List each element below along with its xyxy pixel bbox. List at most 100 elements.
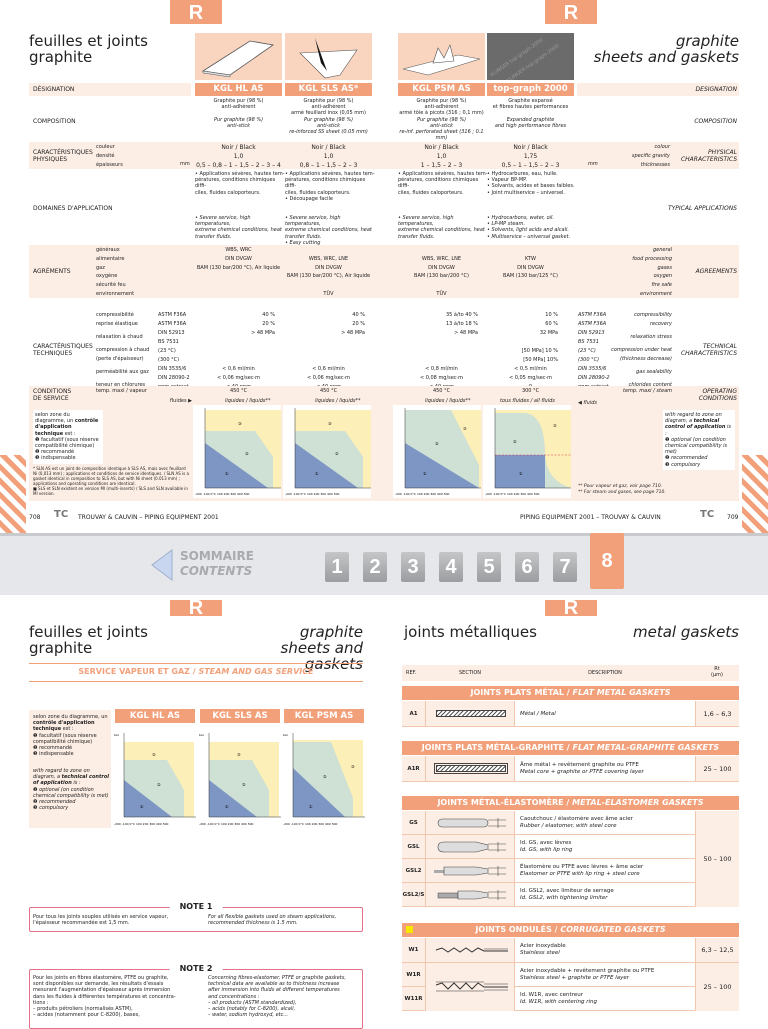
technical-label-fr: CARACTÉRISTIQUES TECHNIQUES	[33, 343, 93, 357]
steam-chart-kgl-hl-as: bar ③ ② ① -200 -100 0°C 100 200 300 400 500	[112, 728, 196, 828]
chapter-5-button[interactable]: 5	[477, 552, 501, 582]
svg-text:②: ②	[157, 782, 161, 787]
header-section: SECTION	[458, 670, 482, 676]
svg-text:bar: bar	[199, 733, 205, 737]
yellow-marker-icon	[406, 926, 413, 933]
physical-label-en: PHYSICAL CHARACTERISTICS	[680, 149, 737, 163]
temp-kgl-psm-as: 450 °C	[432, 388, 451, 394]
steam-legend-fr: selon zone du diagramme, un contrôle d'a…	[33, 714, 108, 758]
agr-kgl-psm-as: WBS, WRC, LNE DIN DVGW BAM (130 bar/200 °C…	[414, 255, 469, 297]
tech-kgl-sls-as: 40 % 20 % > 48 MPa	[341, 312, 365, 336]
desc-w1r: Acier inoxydable + revêtement graphite o…	[520, 968, 655, 981]
section-tab-left: R	[170, 0, 222, 24]
footer-right: PIPING EQUIPMENT 2001 – TROUVAY & CAUVIN	[520, 514, 661, 521]
svg-text:②: ②	[242, 782, 246, 787]
composition-kgl-hl-as: Graphite pur (98 %) anti-adhérent Pur gra…	[213, 98, 264, 129]
svg-text:-200 -100 0°C 100 200 300: -200 -100 0°C 100 200 300 400 500	[395, 492, 450, 496]
corrugated-section-icon	[435, 947, 508, 953]
product-header-kgl-psm-as: KGL PSM AS	[398, 83, 485, 96]
contents-back-button[interactable]: SOMMAIRE CONTENTS	[150, 544, 270, 586]
ref-gsl2: GSL2	[402, 859, 425, 882]
phys-kgl-sls-as: Noir / Black 1,0 0,8 – 1 – 1,5 – 2 – 3	[299, 144, 358, 169]
page-number-709: 709	[727, 514, 739, 521]
svg-text:③: ③	[237, 752, 241, 757]
svg-text:①: ①	[519, 471, 523, 476]
tech-kgl-hl-as: 40 % 20 % > 48 MPa	[251, 312, 275, 336]
svg-text:①: ①	[315, 471, 319, 476]
chapter-6-button[interactable]: 6	[515, 552, 539, 582]
app-fr-kgl-sls-as: • Applications sévères, hautes tem-pérat…	[285, 171, 375, 202]
gasket-row-a1r: A1R Âme métal + revêtement graphite ou P…	[402, 756, 739, 782]
phys-top-graph-2000: Noir / Black 1,75 0,5 – 1 – 1,5 – 2 – 3	[501, 144, 560, 169]
chapter-4-button[interactable]: 4	[439, 552, 463, 582]
gasket-row-gsl: GSL Id. GS, avec lèvres Id. GS, with lip …	[402, 835, 739, 859]
rt-w1r-w11r: 25 – 100	[695, 963, 739, 1011]
footnotes-fr: * SLN AS est un joint de composition ide…	[33, 466, 189, 496]
svg-text:①: ①	[225, 471, 229, 476]
product-header-kgl-sls-as: KGL SLS AS*	[285, 83, 372, 96]
svg-text:②: ②	[335, 451, 339, 456]
operating-label-en: OPERATING CONDITIONS	[698, 388, 737, 402]
steam-legend-panel	[29, 710, 111, 828]
svg-text:③: ③	[351, 764, 355, 769]
svg-text:①: ①	[309, 804, 313, 809]
product-header-top-graph-2000: top-graph 2000	[487, 83, 574, 96]
ref-gsl: GSL	[402, 835, 425, 858]
designation-label-fr: DÉSIGNATION	[33, 86, 75, 93]
svg-text:-200 -100 0°C 100 200 300 400: -200 -100 0°C 100 200 300 400 500	[114, 822, 169, 826]
steam-subtitle: SERVICE VAPEUR ET GAZ / STEAM AND GAS SE…	[78, 667, 314, 676]
chart-title-top-graph-2000: tous fluides / all fluids	[500, 398, 555, 404]
chapter-2-button[interactable]: 2	[363, 552, 387, 582]
section-gs	[425, 811, 515, 834]
ref-w1: W1	[402, 938, 425, 962]
chart-top-graph-2000: ③ ② ① -200 -100 0°C 100 200 300 400 500	[483, 405, 571, 498]
gasket-row-gsl2s: GSL2/S Id. GSL2, avec limiteur de serrag…	[402, 883, 739, 907]
temp-row-label-en: temp. maxi / steam	[623, 388, 672, 394]
chapter-1-button[interactable]: 1	[325, 552, 349, 582]
section-gsl	[425, 835, 515, 858]
desc-gsl2: Élastomère ou PTFE avec lèvres + âme aci…	[520, 864, 644, 877]
tc-logo-right: TC	[700, 509, 715, 520]
steam-chart-kgl-psm-as: bar ③ ② ① -200 -100 0°C 100 200 300 400 500	[281, 728, 365, 828]
svg-text:-200 -100 0°C 100 200 300: -200 -100 0°C 100 200 300 400 500	[195, 492, 250, 496]
app-fr-top-graph-2000: • Hydrocarbures, eau, huile. • Vapeur BP-…	[487, 171, 575, 196]
chapter-7-button[interactable]: 7	[553, 552, 577, 582]
note-2: NOTE 2 Pour les joints en fibres élastom…	[29, 964, 363, 1029]
designation-label-en: DESIGNATION	[695, 86, 737, 93]
svg-text:bar: bar	[114, 733, 120, 737]
header-description: DESCRIPTION	[588, 670, 622, 676]
elastomer-section-icon	[437, 818, 506, 828]
metal-page-title-en: metal gaskets	[633, 623, 739, 641]
chapter-navigation-bar: SOMMAIRE CONTENTS 1 2 3 4 5 6 7 8	[0, 533, 768, 595]
chart-title-kgl-sls-as: liquides / liquids**	[315, 398, 361, 404]
chapter-8-button-active[interactable]: 8	[590, 533, 624, 589]
designation-row-en	[577, 83, 739, 96]
product-header-kgl-hl-as: KGL HL AS	[195, 83, 282, 96]
tc-logo-left: TC	[54, 509, 69, 520]
agreements-label-fr: AGRÉMENTS	[33, 268, 71, 275]
footnotes-en: ** Pour vapeur et gaz, voir page 710. ** …	[578, 484, 666, 495]
flat-section-icon	[436, 710, 506, 717]
header-ref: REF.	[406, 670, 417, 676]
contents-label-en: CONTENTS	[180, 564, 253, 578]
desc-a1: Métal / Metal	[520, 711, 556, 717]
contents-label-fr: SOMMAIRE	[180, 549, 254, 563]
section-tab-bottom-left: R	[170, 600, 222, 616]
composition-kgl-psm-as: Graphite pur (98 %) anti-adhérent armé tôl…	[399, 98, 484, 142]
desc-gsl2s: Id. GSL2, avec limiteur de serrage Id. GS…	[520, 888, 614, 901]
mm-unit-fr: mm	[180, 161, 190, 167]
steam-header-kgl-hl-as: KGL HL AS	[115, 709, 195, 723]
section-gsl2	[425, 859, 515, 882]
svg-text:③: ③	[328, 421, 332, 426]
agr-row-labels-fr: généraux alimentaire gaz oxygène sécurité fe…	[96, 247, 135, 297]
gasket-row-w1: W1 Acier inoxydable Stainless steel 6,3 –…	[402, 938, 739, 963]
chapter-3-button[interactable]: 3	[401, 552, 425, 582]
group-corrugated-header: JOINTS ONDULÉS / CORRUGATED GASKETS	[402, 923, 739, 937]
agreements-label-en: AGREEMENTS	[695, 268, 737, 275]
tech-std-fr: ASTM F36A ASTM F36A DIN 52913 BS 7531 (23 °C…	[158, 312, 190, 390]
rt-a1: 1,6 – 6,3	[695, 701, 739, 726]
product-image-kgl-psm-as	[398, 33, 485, 80]
tech-kgl-psm-as: 35 à/to 40 % 13 à/to 18 % > 48 MPa	[445, 312, 478, 336]
ref-w1r: W1R	[402, 963, 425, 986]
phys-row-labels-fr: couleur densité épaisseurs	[96, 144, 123, 168]
